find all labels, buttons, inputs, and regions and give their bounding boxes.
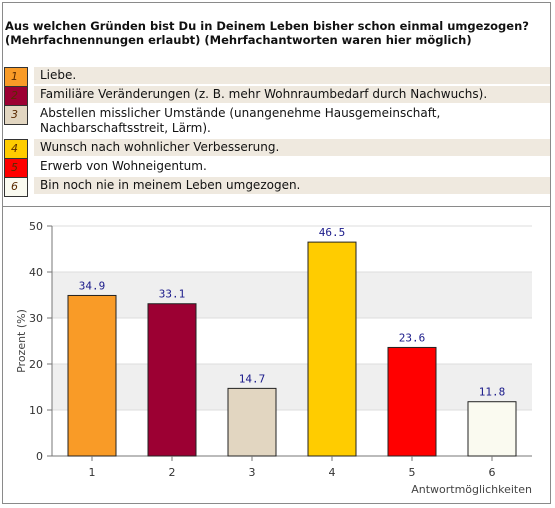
x-tick-label: 4 xyxy=(329,466,336,479)
legend-label-6: Bin noch nie in meinem Leben umgezogen. xyxy=(34,177,550,194)
bar-value-label: 33.1 xyxy=(159,288,186,301)
y-tick-label: 30 xyxy=(29,312,43,325)
bar-value-label: 11.8 xyxy=(479,386,506,399)
y-axis-title: Prozent (%) xyxy=(15,309,28,373)
y-tick-label: 10 xyxy=(29,404,43,417)
legend-label-5: Erwerb von Wohneigentum. xyxy=(40,159,207,173)
x-tick-label: 3 xyxy=(249,466,256,479)
legend-item-3: 3 Abstellen misslicher Umstände (unangen… xyxy=(4,105,550,137)
x-axis-title: Antwortmöglichkeiten xyxy=(411,483,532,496)
legend-swatch-6: 6 xyxy=(4,177,28,197)
bar-3 xyxy=(227,387,277,457)
legend-label-3: Abstellen misslicher Umstände (unangeneh… xyxy=(40,106,441,135)
bar-1 xyxy=(67,294,117,457)
legend: 1 Liebe. 2 Familiäre Veränderungen (z. B… xyxy=(4,67,550,197)
x-tick-label: 6 xyxy=(489,466,496,479)
bar-4 xyxy=(307,241,357,457)
question-title: Aus welchen Gründen bist Du in Deinem Le… xyxy=(5,19,529,47)
grid-band xyxy=(52,364,532,410)
legend-item-4: 4 Wunsch nach wohnlicher Verbesserung. xyxy=(4,139,550,159)
x-tick-label: 2 xyxy=(169,466,176,479)
y-tick-label: 40 xyxy=(29,266,43,279)
bar-value-label: 34.9 xyxy=(79,279,106,292)
bar-5 xyxy=(387,346,437,457)
bar-value-label: 23.6 xyxy=(399,331,426,344)
bar-value-label: 14.7 xyxy=(239,372,266,385)
grid-band xyxy=(52,272,532,318)
legend-swatch-3: 3 xyxy=(4,105,28,125)
legend-item-5: 5 Erwerb von Wohneigentum. xyxy=(4,158,550,178)
bar-2 xyxy=(147,303,197,457)
x-tick-label: 1 xyxy=(89,466,96,479)
bar-6 xyxy=(467,401,517,457)
y-tick-label: 50 xyxy=(29,220,43,233)
legend-label-4: Wunsch nach wohnlicher Verbesserung. xyxy=(34,139,550,156)
legend-item-6: 6 Bin noch nie in meinem Leben umgezogen… xyxy=(4,177,550,197)
y-tick-label: 20 xyxy=(29,358,43,371)
bar-value-label: 46.5 xyxy=(319,226,346,239)
legend-label-1: Liebe. xyxy=(34,67,550,84)
legend-label-2: Familiäre Veränderungen (z. B. mehr Wohn… xyxy=(34,86,550,103)
legend-item-2: 2 Familiäre Veränderungen (z. B. mehr Wo… xyxy=(4,86,550,106)
y-tick-label: 0 xyxy=(36,450,43,463)
divider xyxy=(2,206,551,207)
x-tick-label: 5 xyxy=(409,466,416,479)
